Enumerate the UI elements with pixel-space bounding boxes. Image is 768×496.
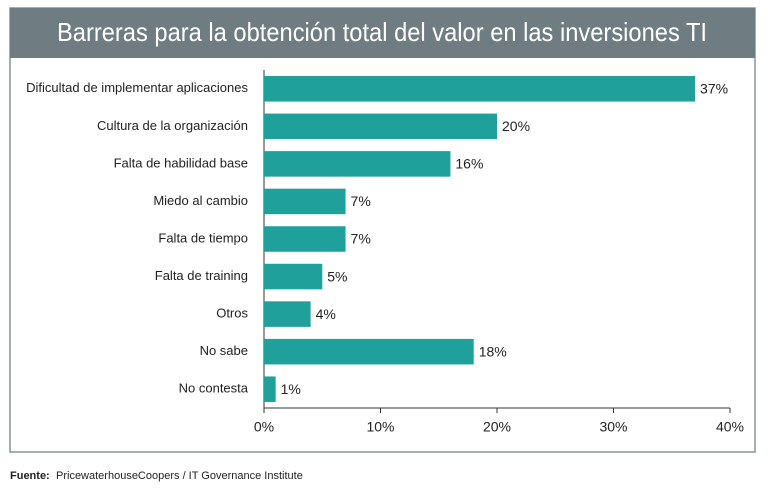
- bar: [264, 113, 497, 140]
- y-tick-label: No contesta: [179, 381, 249, 396]
- y-tick-label: Miedo al cambio: [153, 193, 248, 208]
- value-label: 1%: [281, 381, 301, 397]
- y-tick-label: Cultura de la organización: [97, 118, 248, 133]
- chart-title: Barreras para la obtención total del val…: [57, 17, 707, 47]
- bar: [264, 301, 311, 327]
- y-tick-label: No sabe: [200, 343, 248, 358]
- bar: [264, 151, 451, 177]
- y-tick-label: Falta de tiempo: [158, 230, 248, 245]
- value-label: 4%: [316, 306, 336, 322]
- value-label: 18%: [479, 343, 507, 359]
- bar: [264, 188, 346, 215]
- value-label: 7%: [351, 231, 371, 247]
- source-label: Fuente:: [10, 470, 50, 482]
- source: PricewaterhouseCoopers / IT Governance I…: [56, 470, 303, 482]
- y-tick-label: Falta de habilidad base: [114, 155, 248, 170]
- bar: [264, 226, 346, 252]
- y-tick-label: Dificultad de implementar aplicaciones: [26, 80, 248, 95]
- bar: [264, 263, 323, 290]
- frame: [9, 7, 756, 453]
- y-tick-label: Falta de training: [155, 268, 248, 283]
- bar: [264, 76, 696, 102]
- value-label: 20%: [502, 118, 530, 134]
- value-label: 5%: [327, 268, 347, 284]
- bar: [264, 376, 276, 402]
- value-label: 16%: [455, 156, 483, 172]
- value-label: 37%: [700, 80, 728, 96]
- x-tick-label: 10%: [366, 419, 394, 435]
- x-tick-label: 20%: [483, 419, 511, 435]
- bar: [264, 338, 474, 365]
- y-tick-label: Otros: [216, 306, 248, 321]
- x-tick-label: 40%: [716, 419, 744, 435]
- x-tick-label: 30%: [599, 419, 627, 435]
- x-tick-label: 0%: [254, 419, 274, 435]
- value-label: 7%: [351, 193, 371, 209]
- title-banner: [10, 8, 755, 58]
